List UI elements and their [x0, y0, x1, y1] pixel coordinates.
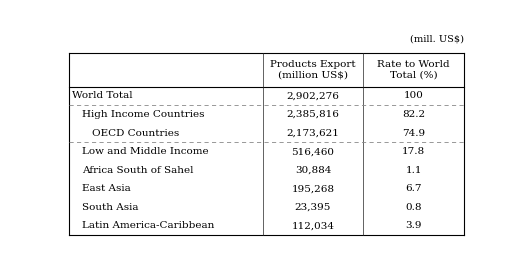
Text: 23,395: 23,395 — [295, 203, 331, 212]
Text: Africa South of Sahel: Africa South of Sahel — [82, 166, 193, 175]
Text: Latin America-Caribbean: Latin America-Caribbean — [82, 221, 214, 231]
Text: 17.8: 17.8 — [402, 147, 425, 156]
Text: Products Export
(million US$): Products Export (million US$) — [270, 60, 356, 80]
Text: 2,385,816: 2,385,816 — [286, 110, 339, 119]
Text: High Income Countries: High Income Countries — [82, 110, 204, 119]
Text: 2,173,621: 2,173,621 — [286, 129, 339, 138]
Text: Low and Middle Income: Low and Middle Income — [82, 147, 208, 156]
Text: 2,902,276: 2,902,276 — [286, 91, 339, 101]
Text: 195,268: 195,268 — [292, 184, 335, 193]
Text: OECD Countries: OECD Countries — [92, 129, 179, 138]
Text: 82.2: 82.2 — [402, 110, 425, 119]
Text: 516,460: 516,460 — [292, 147, 335, 156]
Text: 6.7: 6.7 — [406, 184, 422, 193]
Text: East Asia: East Asia — [82, 184, 131, 193]
Text: 0.8: 0.8 — [406, 203, 422, 212]
Text: 100: 100 — [404, 91, 424, 101]
Text: South Asia: South Asia — [82, 203, 138, 212]
Text: (mill. US$): (mill. US$) — [410, 35, 464, 44]
Text: 74.9: 74.9 — [402, 129, 425, 138]
Text: 30,884: 30,884 — [295, 166, 331, 175]
Text: 1.1: 1.1 — [406, 166, 422, 175]
Text: 112,034: 112,034 — [292, 221, 335, 231]
Text: World Total: World Total — [72, 91, 133, 101]
Text: 3.9: 3.9 — [406, 221, 422, 231]
Text: Rate to World
Total (%): Rate to World Total (%) — [378, 60, 450, 80]
